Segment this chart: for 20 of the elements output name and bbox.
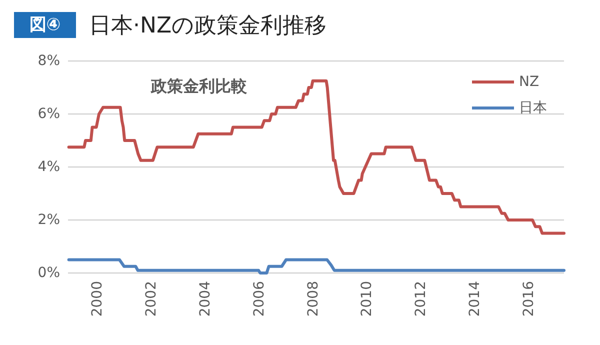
x-tick-label: 2010: [359, 281, 376, 317]
text: 図④: [29, 15, 61, 35]
chart-title: 日本·NZの政策金利推移: [89, 14, 327, 38]
x-tick-label: 2008: [305, 281, 322, 317]
x-tick-label: 2002: [144, 281, 160, 317]
x-tick-label: 2004: [197, 280, 214, 317]
y-tick-label: 2%: [38, 212, 60, 228]
y-tick-label: 6%: [38, 106, 60, 122]
x-tick-label: 2014: [467, 280, 484, 317]
legend-label: NZ: [519, 74, 540, 90]
x-tick-label: 2000: [90, 281, 106, 317]
x-tick-label: 2012: [413, 281, 430, 317]
x-tick-label: 2016: [520, 280, 537, 317]
y-tick-label: 0%: [38, 265, 60, 281]
legend-label: 日本: [519, 100, 547, 116]
y-tick-label: 4%: [38, 159, 60, 175]
x-tick-label: 2006: [251, 280, 268, 317]
annotation: 政策金利比較: [150, 76, 248, 96]
line-series: [67, 258, 566, 274]
y-tick-label: 8%: [38, 53, 60, 69]
